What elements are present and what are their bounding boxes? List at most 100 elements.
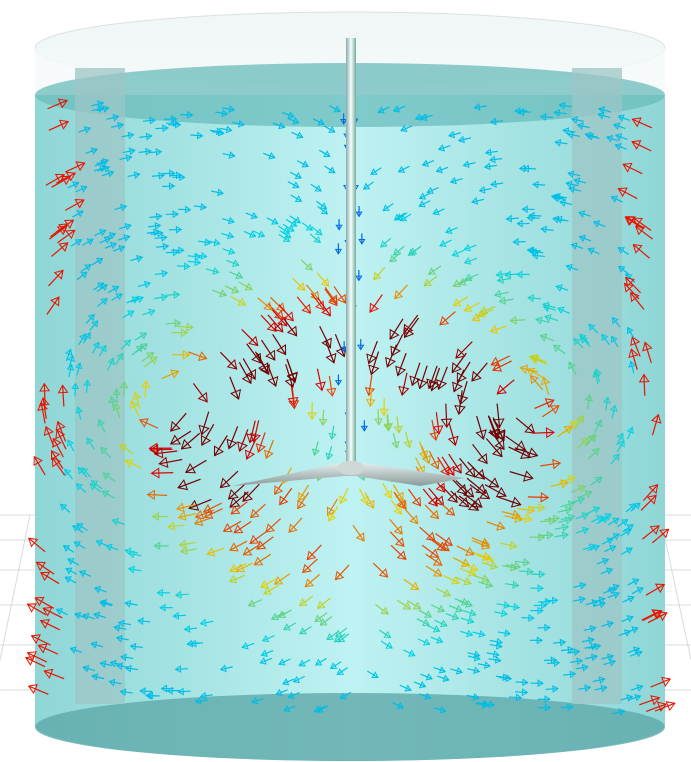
vector-head: [437, 604, 446, 613]
vector-head: [123, 339, 132, 347]
vector: [467, 652, 480, 657]
vector-head: [317, 118, 325, 126]
vector: [281, 316, 298, 337]
vector-head: [230, 388, 242, 400]
vector: [116, 637, 129, 641]
vector-head: [325, 352, 337, 364]
vector: [75, 483, 87, 494]
vector-head: [606, 537, 614, 545]
vector: [574, 415, 584, 430]
vector: [81, 467, 92, 478]
vector: [459, 457, 476, 478]
vector: [82, 238, 94, 246]
vector: [137, 282, 151, 288]
vector-head: [493, 289, 502, 299]
vector-head: [294, 195, 303, 202]
vector-head: [510, 562, 518, 572]
vector: [604, 545, 616, 553]
vector-head: [39, 571, 51, 582]
vector-head: [557, 306, 565, 315]
vector-head: [524, 513, 533, 524]
vector: [119, 444, 134, 455]
vector: [489, 158, 503, 161]
vector-head: [328, 125, 336, 133]
vector: [467, 668, 480, 673]
vector: [170, 412, 187, 432]
vector: [477, 308, 494, 317]
vector: [82, 332, 91, 344]
vector: [283, 622, 297, 631]
vector-head: [471, 312, 481, 322]
vector: [485, 438, 503, 458]
vector: [91, 341, 100, 354]
vector: [219, 351, 238, 370]
vector-head: [427, 267, 437, 275]
vector-head: [203, 509, 214, 519]
vector-head: [276, 344, 287, 356]
vector-head: [283, 705, 291, 713]
vector-head: [374, 418, 383, 426]
vector-head: [566, 131, 574, 139]
vector-head: [442, 588, 452, 597]
vector: [396, 599, 411, 610]
vector: [631, 336, 641, 357]
vector: [149, 215, 162, 219]
vector: [111, 293, 123, 301]
vector: [488, 658, 501, 662]
vector-head: [278, 658, 286, 666]
vector-head: [365, 499, 375, 509]
vector-head: [439, 706, 447, 714]
vector-head: [74, 362, 83, 370]
vector: [527, 217, 540, 219]
vector: [575, 528, 589, 534]
vector-head: [150, 467, 160, 479]
vector-head: [646, 494, 657, 505]
vector-head: [611, 335, 618, 344]
vector: [177, 478, 201, 489]
vector-head: [167, 521, 175, 531]
vector: [622, 596, 635, 603]
vector: [25, 657, 46, 668]
vector: [415, 457, 425, 475]
vector: [505, 564, 521, 568]
vector: [621, 547, 633, 555]
vector-head: [587, 433, 596, 443]
vector-head: [584, 684, 592, 693]
vector-head: [328, 432, 337, 441]
vector: [579, 333, 590, 344]
vector: [254, 351, 268, 373]
vector-head: [265, 523, 276, 533]
vector-head: [483, 162, 491, 171]
vector: [504, 583, 519, 587]
vector-head: [65, 229, 76, 240]
vector: [313, 441, 319, 456]
vector-head: [73, 541, 81, 549]
vector-head: [102, 472, 111, 480]
vector-head: [379, 408, 389, 417]
vector-head: [115, 634, 123, 643]
vector-head: [119, 444, 128, 453]
vector-head: [194, 697, 202, 705]
vector: [452, 557, 470, 567]
vector-head: [228, 247, 236, 255]
vector: [34, 597, 55, 609]
vector: [70, 239, 82, 247]
vector-head: [259, 657, 267, 665]
vector: [600, 568, 613, 575]
vector: [80, 264, 92, 273]
vector: [267, 314, 284, 333]
vector: [67, 182, 79, 189]
vector: [571, 497, 585, 504]
vector: [289, 171, 302, 179]
vector: [265, 518, 282, 533]
vector-head: [538, 570, 546, 579]
vector-head: [592, 544, 601, 552]
vector-head: [568, 420, 578, 429]
vector-head: [420, 113, 428, 122]
vector-head: [573, 177, 581, 186]
vector: [42, 397, 47, 419]
vector: [527, 249, 540, 252]
vector: [428, 450, 439, 470]
vector: [373, 267, 386, 281]
vector: [458, 495, 479, 511]
